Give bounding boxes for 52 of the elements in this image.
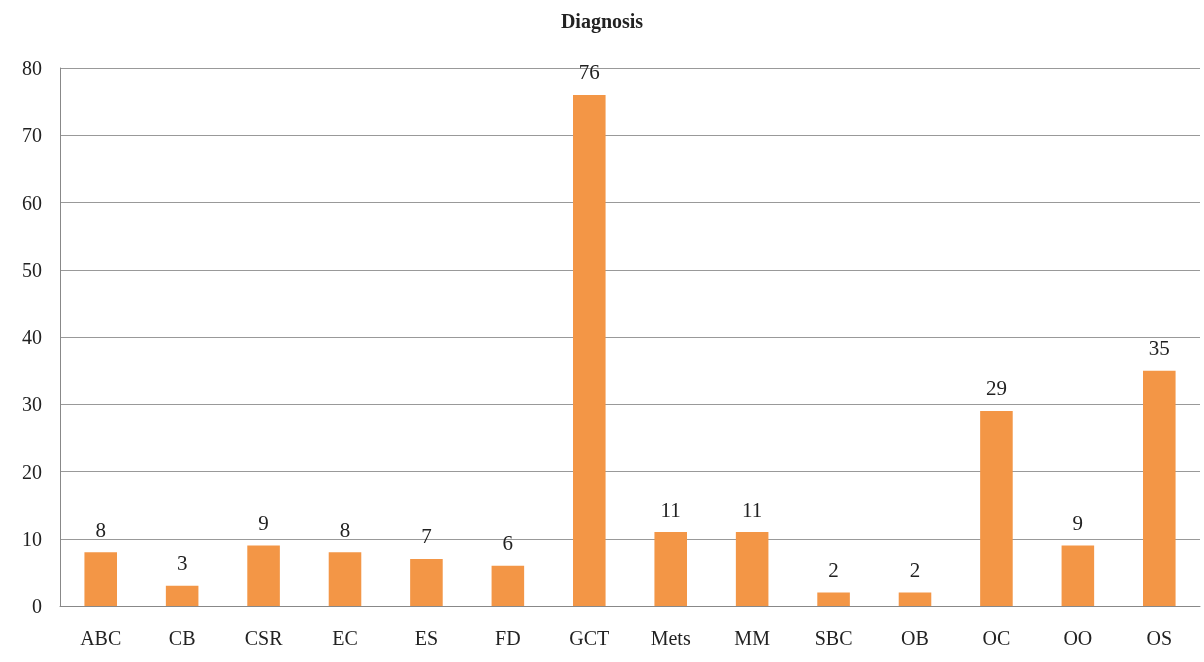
x-tick-label: ABC xyxy=(80,627,122,649)
y-tick-label: 40 xyxy=(22,326,42,348)
x-tick-label: OB xyxy=(901,627,929,649)
y-tick-label: 50 xyxy=(22,258,42,281)
data-label: 35 xyxy=(1148,336,1170,361)
data-label: 2 xyxy=(828,558,839,583)
data-label: 11 xyxy=(660,497,681,522)
x-tick-label: OO xyxy=(1063,627,1093,649)
x-tick-label: Mets xyxy=(650,627,691,649)
data-label: 7 xyxy=(421,524,432,549)
chart-title: Diagnosis xyxy=(560,10,644,33)
x-tick-label: FD xyxy=(495,627,521,649)
bar xyxy=(980,410,1013,606)
y-tick-label: 0 xyxy=(32,595,42,617)
data-label: 6 xyxy=(502,531,514,556)
bar xyxy=(84,552,117,606)
y-tick-label: 70 xyxy=(22,124,42,147)
data-label: 76 xyxy=(578,60,600,85)
bar xyxy=(898,592,932,606)
bar xyxy=(410,558,443,606)
data-label: 9 xyxy=(258,510,269,535)
x-tick-label: OS xyxy=(1146,627,1173,649)
bar xyxy=(817,592,850,606)
data-label: 9 xyxy=(1072,510,1084,535)
x-tick-label: CSR xyxy=(244,627,284,649)
y-tick-label: 80 xyxy=(22,57,42,79)
y-tick-label: 60 xyxy=(22,191,42,214)
bar xyxy=(165,585,199,606)
y-tick-label: 30 xyxy=(22,393,42,416)
bar xyxy=(1143,370,1176,606)
bar xyxy=(328,552,362,606)
x-tick-label: MM xyxy=(734,627,771,649)
y-tick-label: 20 xyxy=(22,460,42,483)
x-tick-label: EC xyxy=(332,627,358,649)
data-label: 29 xyxy=(985,376,1007,401)
x-tick-label: CB xyxy=(168,627,196,649)
bar xyxy=(573,94,606,606)
bar xyxy=(1061,545,1095,606)
data-label: 8 xyxy=(339,517,351,542)
x-tick-label: GCT xyxy=(569,627,610,649)
data-label: 2 xyxy=(909,558,921,583)
bar xyxy=(491,565,525,606)
data-label: 8 xyxy=(95,517,106,542)
bar xyxy=(735,532,769,606)
y-tick-label: 10 xyxy=(22,527,42,550)
bar xyxy=(654,532,687,606)
data-label: 3 xyxy=(176,551,188,576)
x-tick-label: SBC xyxy=(814,627,853,649)
x-tick-label: OC xyxy=(982,627,1011,649)
x-tick-label: ES xyxy=(414,627,439,649)
bar xyxy=(247,545,280,606)
data-label: 11 xyxy=(742,497,763,522)
